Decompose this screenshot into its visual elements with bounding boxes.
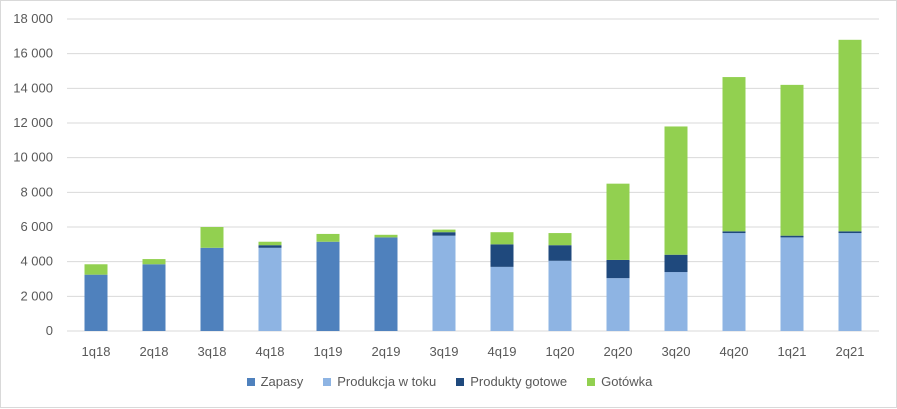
bar-segment-3-2q18 bbox=[142, 259, 166, 265]
bar-segment-1-4q19 bbox=[490, 266, 514, 331]
bar-segment-2-4q20 bbox=[722, 231, 746, 234]
bar-segment-0-1q18 bbox=[84, 274, 108, 331]
x-tick-label: 2q18 bbox=[140, 344, 169, 359]
bar-segment-3-1q19 bbox=[316, 233, 340, 242]
bar-segment-1-3q20 bbox=[664, 272, 688, 331]
bar-segment-1-2q20 bbox=[606, 278, 630, 331]
y-tick-label: 10 000 bbox=[13, 150, 53, 165]
bar-segment-0-1q19 bbox=[316, 241, 340, 331]
x-tick-label: 3q18 bbox=[198, 344, 227, 359]
bar-segment-2-4q19 bbox=[490, 244, 514, 267]
y-tick-label: 18 000 bbox=[13, 11, 53, 26]
bar-segment-2-1q20 bbox=[548, 245, 572, 261]
bar-segment-3-4q19 bbox=[490, 232, 514, 245]
bar-segment-3-4q20 bbox=[722, 77, 746, 232]
y-tick-label: 16 000 bbox=[13, 46, 53, 61]
bar-segment-3-2q20 bbox=[606, 183, 630, 260]
legend-item: Produkcja w toku bbox=[323, 374, 436, 389]
bar-segment-1-4q18 bbox=[258, 247, 282, 331]
y-tick-label: 12 000 bbox=[13, 115, 53, 130]
x-tick-label: 4q19 bbox=[488, 344, 517, 359]
bar-segment-3-2q19 bbox=[374, 234, 398, 238]
x-tick-label: 1q18 bbox=[82, 344, 111, 359]
x-tick-label: 3q20 bbox=[662, 344, 691, 359]
bar-segment-3-4q18 bbox=[258, 241, 282, 246]
bar-segment-0-2q19 bbox=[374, 237, 398, 331]
legend-swatch bbox=[587, 377, 596, 386]
bar-segment-2-3q19 bbox=[432, 232, 456, 236]
bar-segment-1-4q20 bbox=[722, 233, 746, 331]
x-tick-label: 4q20 bbox=[720, 344, 749, 359]
x-tick-label: 2q19 bbox=[372, 344, 401, 359]
x-tick-label: 3q19 bbox=[430, 344, 459, 359]
bar-segment-0-2q18 bbox=[142, 264, 166, 331]
bar-segment-3-3q18 bbox=[200, 227, 224, 248]
bar-segment-3-3q19 bbox=[432, 229, 456, 233]
y-tick-label: 0 bbox=[46, 323, 53, 338]
legend-item: Gotówka bbox=[587, 374, 652, 389]
bar-segment-3-1q20 bbox=[548, 233, 572, 246]
bar-segment-3-3q20 bbox=[664, 126, 688, 255]
legend-swatch bbox=[246, 377, 255, 386]
legend-swatch bbox=[456, 377, 465, 386]
y-tick-label: 4 000 bbox=[20, 254, 53, 269]
bar-segment-2-3q20 bbox=[664, 254, 688, 273]
x-tick-label: 1q21 bbox=[778, 344, 807, 359]
legend: Zapasy Produkcja w toku Produkty gotowe Got… bbox=[1, 374, 897, 389]
bar-segment-2-2q20 bbox=[606, 259, 630, 279]
bar-segment-2-1q21 bbox=[780, 235, 804, 238]
bar-segment-1-2q21 bbox=[838, 233, 862, 331]
bar-segment-3-2q21 bbox=[838, 39, 862, 232]
y-tick-label: 14 000 bbox=[13, 80, 53, 95]
x-tick-label: 1q20 bbox=[546, 344, 575, 359]
bar-segment-3-1q21 bbox=[780, 84, 804, 236]
bar-segment-2-2q21 bbox=[838, 231, 862, 234]
x-tick-label: 1q19 bbox=[314, 344, 343, 359]
bar-segment-1-1q21 bbox=[780, 237, 804, 331]
bar-segment-0-3q18 bbox=[200, 247, 224, 331]
bar-segment-1-1q20 bbox=[548, 260, 572, 331]
x-tick-label: 2q20 bbox=[604, 344, 633, 359]
x-tick-label: 4q18 bbox=[256, 344, 285, 359]
legend-swatch bbox=[323, 377, 332, 386]
legend-label: Produkty gotowe bbox=[470, 374, 568, 389]
y-tick-label: 6 000 bbox=[20, 219, 53, 234]
y-tick-label: 8 000 bbox=[20, 184, 53, 199]
legend-label: Produkcja w toku bbox=[337, 374, 437, 389]
legend-label: Gotówka bbox=[601, 374, 653, 389]
legend-label: Zapasy bbox=[260, 374, 304, 389]
bar-segment-1-3q19 bbox=[432, 235, 456, 331]
y-tick-label: 2 000 bbox=[20, 288, 53, 303]
bar-segment-2-4q18 bbox=[258, 245, 282, 248]
x-tick-label: 2q21 bbox=[836, 344, 865, 359]
bar-segment-3-1q18 bbox=[84, 264, 108, 275]
legend-item: Produkty gotowe bbox=[456, 374, 567, 389]
legend-item: Zapasy bbox=[246, 374, 304, 389]
